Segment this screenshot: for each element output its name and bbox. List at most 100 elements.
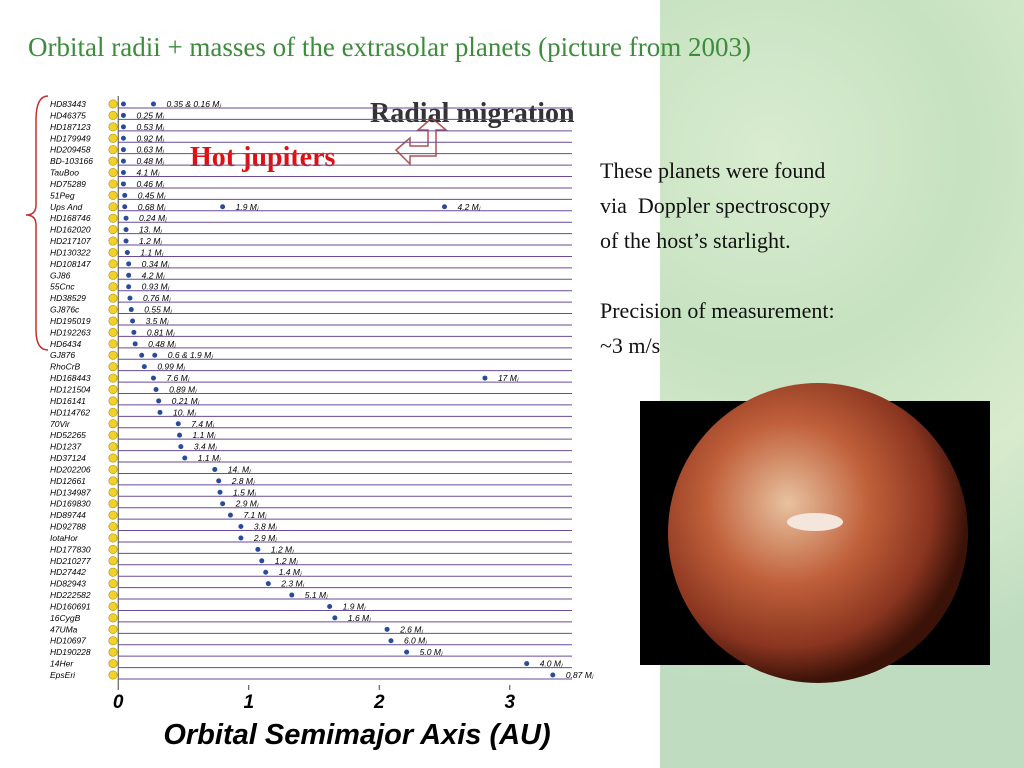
mass-label: 0.68 Mⱼ	[138, 202, 166, 212]
star-name: HD190228	[50, 647, 91, 657]
mass-label: 0.76 Mⱼ	[143, 293, 171, 303]
mass-label: 0.87 Mⱼ	[566, 670, 594, 680]
planet	[289, 592, 295, 598]
mass-label: 0.21 Mⱼ	[172, 396, 200, 406]
mass-label: 1.9 Mⱼ	[343, 601, 366, 611]
mass-label: 0.53 Mⱼ	[136, 122, 164, 132]
mass-label: 7.6 Mⱼ	[166, 373, 189, 383]
star-name: HD187123	[50, 122, 91, 132]
planet	[227, 512, 233, 518]
star	[108, 453, 118, 463]
star-name: HD168746	[50, 213, 91, 223]
star-name: BD-103166	[50, 156, 93, 166]
u-turn-arrow	[394, 117, 449, 166]
mass-label: 4.2 Mⱼ	[142, 270, 165, 280]
star	[108, 396, 118, 406]
planet	[550, 672, 556, 678]
star	[108, 556, 118, 566]
x-tick-label: 2	[373, 692, 385, 713]
star-name: TauBoo	[50, 168, 79, 178]
mass-label: 0.24 Mⱼ	[139, 213, 167, 223]
planet	[122, 192, 128, 198]
text-line: These planets were found	[600, 158, 826, 183]
star	[108, 430, 118, 440]
star-name: 55Cnc	[50, 282, 75, 292]
planet	[238, 524, 244, 530]
star	[108, 579, 118, 589]
star	[108, 487, 118, 497]
star-name: HD38529	[50, 293, 86, 303]
mass-label: 5.0 Mⱼ	[420, 647, 443, 657]
star-name: HD75289	[50, 179, 86, 189]
star-name: GJ876	[50, 350, 75, 360]
planet	[384, 626, 390, 632]
star-name: HD209458	[50, 145, 91, 155]
mass-label: 17 Mⱼ	[498, 373, 519, 383]
star-name: HD192263	[50, 327, 91, 337]
planet	[441, 204, 447, 210]
slide-title: Orbital radii + masses of the extrasolar…	[28, 32, 752, 62]
planet	[388, 638, 394, 644]
star	[108, 636, 118, 646]
brace	[25, 95, 49, 351]
star-name: HD27442	[50, 567, 86, 577]
star-name: HD169830	[50, 499, 91, 509]
star	[108, 384, 118, 394]
planet	[120, 135, 126, 141]
planet	[482, 375, 488, 381]
planet	[126, 261, 132, 267]
star-name: HD160691	[50, 601, 91, 611]
planet	[217, 489, 223, 495]
star	[108, 442, 118, 452]
star	[108, 99, 118, 109]
mass-label: 5.1 Mⱼ	[305, 590, 328, 600]
mass-label: 1.5 Mⱼ	[233, 487, 256, 497]
mass-label: 0.35 & 0.16 Mⱼ	[166, 99, 221, 109]
planet	[139, 352, 145, 358]
mass-label: 14. Mⱼ	[228, 464, 251, 474]
mass-label: 0.55 Mⱼ	[144, 305, 172, 315]
star	[108, 567, 118, 577]
mass-label: 10. Mⱼ	[173, 407, 196, 417]
star	[108, 305, 118, 315]
text-line: via Doppler spectroscopy	[600, 193, 831, 218]
star-name: IotaHor	[50, 533, 79, 543]
mass-label: 0.6 & 1.9 Mⱼ	[168, 350, 213, 360]
star	[108, 327, 118, 337]
mass-label: 0.45 Mⱼ	[138, 190, 166, 200]
star-name: HD89744	[50, 510, 86, 520]
star-name: GJ86	[50, 270, 71, 280]
star	[108, 225, 118, 235]
star	[108, 544, 118, 554]
star	[108, 293, 118, 303]
star	[108, 339, 118, 349]
star	[108, 533, 118, 543]
star	[108, 202, 118, 212]
planet	[157, 409, 163, 415]
star	[108, 179, 118, 189]
mass-label: 3.5 Mⱼ	[146, 316, 169, 326]
star-name: HD92788	[50, 522, 86, 532]
planet	[120, 112, 126, 118]
star	[108, 110, 118, 120]
mass-label: 0.34 Mⱼ	[142, 259, 170, 269]
star-name: HD179949	[50, 133, 91, 143]
mass-label: 0.25 Mⱼ	[136, 110, 164, 120]
mass-label: 1.1 Mⱼ	[198, 453, 221, 463]
planet	[123, 215, 129, 221]
mass-label: 0.46 Mⱼ	[136, 179, 164, 189]
star-name: HD37124	[50, 453, 86, 463]
mass-label: 0.63 Mⱼ	[136, 145, 164, 155]
body-text: These planets were found via Doppler spe…	[600, 153, 835, 363]
mass-label: 0.48 Mⱼ	[148, 339, 176, 349]
star	[108, 122, 118, 132]
planet	[156, 398, 162, 404]
star-name: HD168443	[50, 373, 91, 383]
star	[108, 282, 118, 292]
star-name: 70Vir	[50, 419, 71, 429]
star-name: HD222582	[50, 590, 91, 600]
planet	[124, 249, 130, 255]
mass-label: 0.92 Mⱼ	[136, 133, 164, 143]
star	[108, 350, 118, 360]
